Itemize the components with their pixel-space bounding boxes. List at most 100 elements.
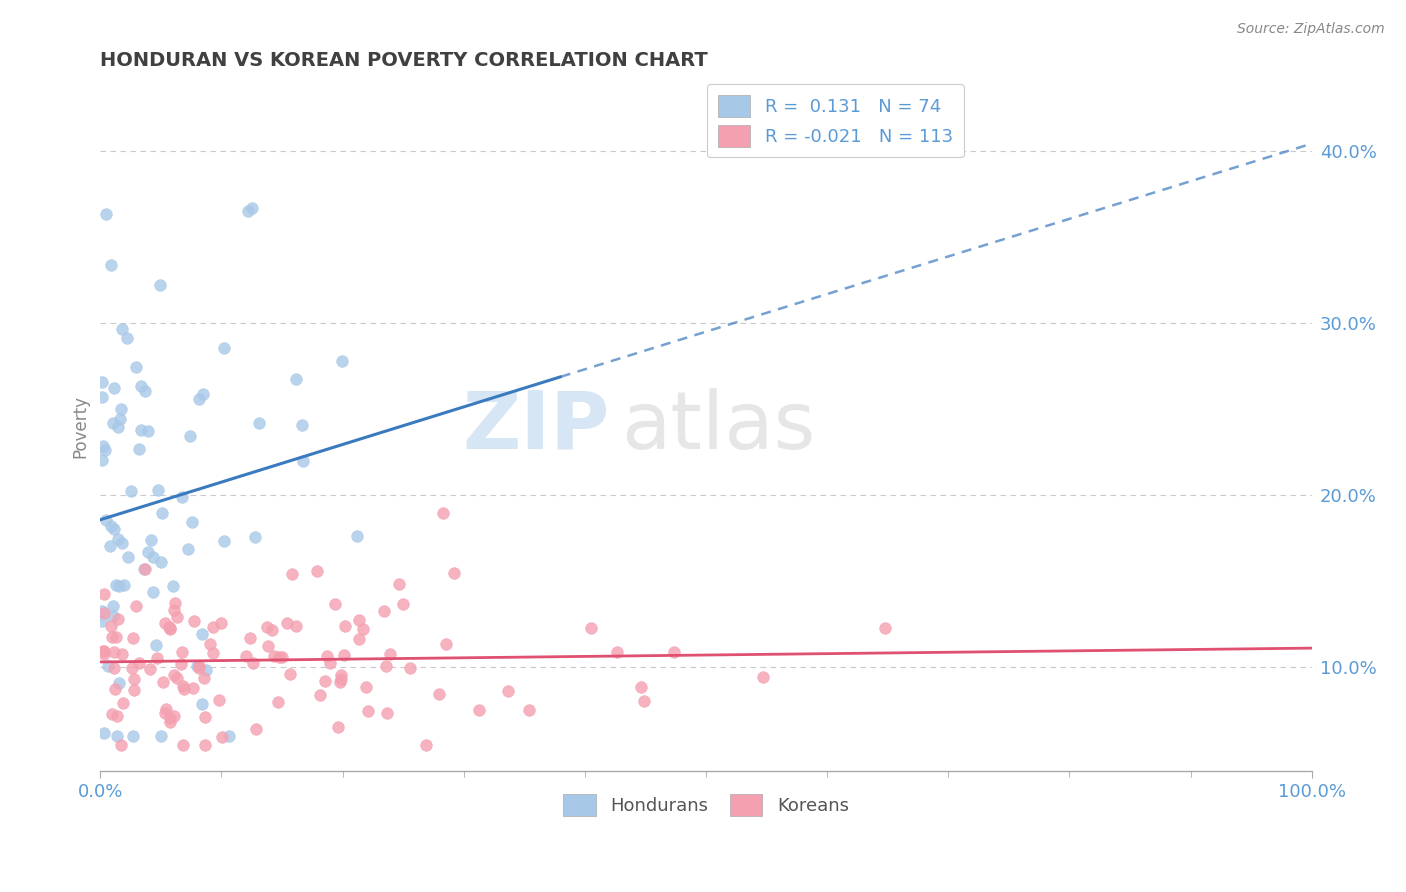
- Point: [373, 604, 395, 618]
- Point: [375, 706, 398, 720]
- Point: [183, 614, 205, 628]
- Point: [91, 614, 114, 628]
- Point: [633, 694, 655, 708]
- Point: [146, 650, 169, 665]
- Point: [170, 490, 193, 504]
- Point: [101, 599, 124, 614]
- Point: [187, 661, 209, 675]
- Point: [305, 564, 328, 578]
- Point: [121, 661, 143, 675]
- Point: [319, 657, 342, 671]
- Point: [107, 579, 129, 593]
- Point: [166, 610, 188, 624]
- Point: [606, 645, 628, 659]
- Point: [316, 649, 339, 664]
- Point: [375, 659, 398, 673]
- Point: [139, 533, 162, 548]
- Point: [90, 375, 112, 389]
- Point: [187, 392, 209, 406]
- Point: [100, 518, 122, 533]
- Point: [108, 676, 131, 690]
- Text: ZIP: ZIP: [463, 387, 609, 466]
- Point: [146, 483, 169, 497]
- Point: [111, 536, 134, 550]
- Point: [581, 621, 603, 635]
- Point: [181, 681, 204, 696]
- Point: [122, 631, 145, 645]
- Point: [91, 644, 114, 658]
- Point: [103, 681, 125, 696]
- Point: [752, 670, 775, 684]
- Point: [517, 703, 540, 717]
- Point: [209, 616, 232, 631]
- Point: [190, 627, 212, 641]
- Point: [117, 331, 139, 345]
- Point: [194, 664, 217, 678]
- Point: [163, 709, 186, 723]
- Point: [177, 542, 200, 557]
- Point: [155, 706, 177, 720]
- Point: [124, 360, 146, 375]
- Point: [93, 726, 115, 740]
- Point: [101, 706, 124, 721]
- Point: [105, 708, 128, 723]
- Point: [347, 632, 370, 647]
- Point: [129, 423, 152, 437]
- Point: [149, 556, 172, 570]
- Point: [107, 612, 129, 626]
- Point: [496, 684, 519, 698]
- Point: [191, 698, 214, 712]
- Point: [110, 402, 132, 417]
- Point: [90, 452, 112, 467]
- Point: [165, 596, 187, 610]
- Point: [94, 207, 117, 221]
- Point: [333, 648, 356, 662]
- Point: [111, 647, 134, 661]
- Point: [201, 620, 224, 634]
- Point: [103, 661, 125, 675]
- Point: [170, 657, 193, 671]
- Point: [181, 515, 204, 529]
- Point: [150, 506, 173, 520]
- Point: [128, 442, 150, 457]
- Point: [266, 695, 288, 709]
- Point: [90, 604, 112, 618]
- Point: [211, 731, 233, 745]
- Point: [392, 597, 415, 611]
- Point: [284, 619, 307, 633]
- Point: [352, 622, 374, 636]
- Point: [432, 506, 454, 520]
- Point: [136, 545, 159, 559]
- Point: [93, 647, 115, 661]
- Point: [162, 579, 184, 593]
- Point: [245, 530, 267, 544]
- Point: [202, 646, 225, 660]
- Point: [173, 681, 195, 696]
- Point: [166, 671, 188, 685]
- Point: [662, 645, 685, 659]
- Point: [467, 703, 489, 717]
- Point: [98, 540, 121, 554]
- Point: [256, 619, 278, 633]
- Point: [235, 648, 257, 663]
- Point: [103, 522, 125, 536]
- Point: [247, 416, 270, 430]
- Point: [101, 608, 124, 623]
- Point: [346, 529, 368, 543]
- Point: [330, 667, 353, 681]
- Point: [399, 661, 422, 675]
- Point: [105, 729, 128, 743]
- Point: [328, 720, 350, 734]
- Point: [129, 379, 152, 393]
- Point: [94, 442, 117, 457]
- Point: [271, 649, 294, 664]
- Y-axis label: Poverty: Poverty: [72, 395, 89, 458]
- Point: [96, 513, 118, 527]
- Point: [193, 671, 215, 685]
- Point: [120, 483, 142, 498]
- Point: [245, 723, 267, 737]
- Point: [330, 354, 353, 368]
- Point: [218, 729, 240, 743]
- Point: [349, 613, 371, 627]
- Point: [159, 622, 181, 636]
